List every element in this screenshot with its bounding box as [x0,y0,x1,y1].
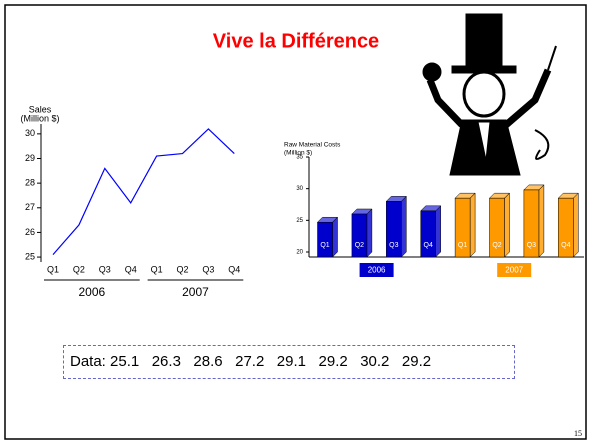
y-tick-label: 28 [25,178,35,188]
bar-category-label: Q2 [355,242,364,249]
y-tick-label: 26 [25,227,35,237]
bar [420,210,436,258]
slide-title: Vive la Différence [213,30,379,52]
bar-side [435,205,441,258]
group-label: 2007 [182,285,209,299]
y-axis-label: (Million $) [20,113,59,123]
y-tick-label: 25 [296,218,303,224]
bar [386,201,402,258]
bar-side [366,208,373,258]
y-tick-label: 29 [25,153,35,163]
bar [454,197,471,258]
page-number: 15 [574,429,582,438]
group-label-box [497,263,532,277]
bar-side [332,216,338,258]
y-tick-label: 30 [25,128,35,138]
bar [523,189,540,258]
slide-border [4,4,587,440]
bar [351,213,368,258]
group-label-box [359,263,394,277]
bar-side [538,184,545,258]
y-tick-label: 35 [296,155,303,161]
x-tick-label: Q1 [151,264,163,274]
magician-clipart [422,13,557,176]
y-axis-label: Sales [29,104,52,114]
bar-side [469,192,476,258]
x-tick-label: Q3 [99,264,111,274]
x-tick-label: Q1 [47,264,59,274]
bar-category-label: Q4 [424,242,433,249]
bar-category-label: Q4 [561,242,570,249]
bar-side [573,192,579,258]
x-tick-label: Q2 [73,264,85,274]
y-tick-label: 30 [296,186,303,192]
x-tick-label: Q2 [176,264,188,274]
x-tick-label: Q4 [228,264,240,274]
bar-category-label: Q1 [320,242,329,249]
data-line [52,128,235,256]
y-tick-label: 20 [296,250,303,256]
group-label: 2006 [368,266,386,275]
bar [558,197,574,258]
bar-category-label: Q2 [492,242,501,249]
y-tick-label: 27 [25,202,35,212]
x-tick-label: Q3 [202,264,214,274]
bar-side [504,192,510,258]
y-tick-label: 25 [25,251,35,261]
y-axis-label: Raw Material Costs [284,142,341,149]
y-axis-label: (Million $) [284,150,312,157]
bar-category-label: Q3 [527,242,536,249]
group-label: 2006 [78,285,105,299]
group-label: 2007 [505,266,523,275]
bar-category-label: Q3 [389,242,398,249]
bar-category-label: Q1 [458,242,467,249]
bar [489,197,505,258]
bar [317,221,333,258]
x-tick-label: Q4 [125,264,137,274]
bar-side [401,195,407,258]
data-text: Data: 25.1 26.3 28.6 27.2 29.1 29.2 30.2… [63,345,515,379]
